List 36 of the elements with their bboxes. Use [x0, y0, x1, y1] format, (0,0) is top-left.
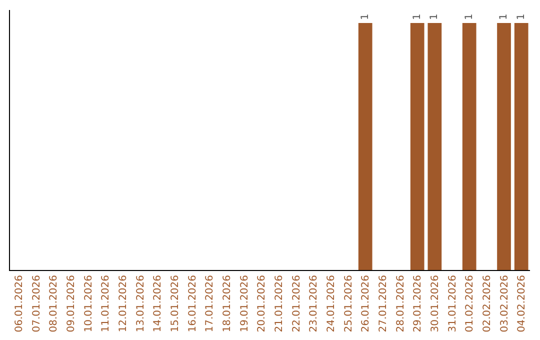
x-tick-label: 25.01.2026 [343, 275, 354, 332]
x-tick-label: 28.01.2026 [395, 275, 406, 332]
x-tick-label: 16.01.2026 [187, 275, 198, 332]
x-tick-label: 21.01.2026 [274, 275, 285, 332]
x-tick-label: 31.01.2026 [447, 275, 458, 332]
x-tick-label: 30.01.2026 [430, 275, 441, 332]
x-tick-label: 09.01.2026 [66, 275, 77, 332]
x-tick-label: 29.01.2026 [412, 275, 424, 332]
data-label: 1 [516, 14, 527, 20]
x-tick-label: 04.02.2026 [516, 275, 528, 332]
x-tick-label: 12.01.2026 [118, 275, 129, 332]
x-tick-label: 22.01.2026 [291, 275, 302, 332]
x-tick-label: 07.01.2026 [31, 275, 42, 332]
data-label: 1 [498, 14, 510, 20]
x-tick-label: 15.01.2026 [170, 275, 181, 332]
x-tick-label: 11.01.2026 [100, 275, 112, 332]
x-tick-label: 17.01.2026 [204, 275, 216, 332]
x-tick-label: 13.01.2026 [135, 275, 146, 332]
x-tick-label: 19.01.2026 [239, 275, 250, 332]
x-tick-label: 06.01.2026 [14, 275, 25, 332]
x-tick-label: 14.01.2026 [152, 275, 164, 332]
data-label: 1 [464, 14, 475, 20]
x-tick-label: 10.01.2026 [83, 275, 94, 332]
x-tick-label: 02.02.2026 [482, 275, 493, 332]
x-tick-label: 01.02.2026 [464, 275, 476, 332]
x-tick-label: 20.01.2026 [256, 275, 268, 332]
x-tick-label: 03.02.2026 [499, 275, 510, 332]
data-label: 1 [360, 14, 371, 20]
x-tick-label: 24.01.2026 [326, 275, 337, 332]
x-tick-label: 18.01.2026 [222, 275, 233, 332]
x-tick-label: 27.01.2026 [378, 275, 389, 332]
x-tick-label: 23.01.2026 [308, 275, 320, 332]
x-tick-label: 08.01.2026 [48, 275, 60, 332]
data-label: 1 [412, 14, 423, 20]
x-tick-label: 26.01.2026 [360, 275, 372, 332]
data-label: 1 [429, 14, 440, 20]
